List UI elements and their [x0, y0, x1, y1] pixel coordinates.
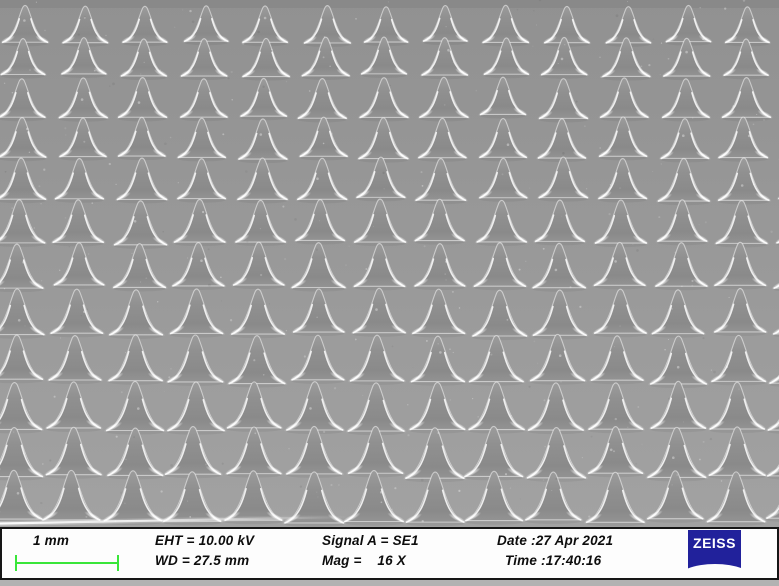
date-value: Date :27 Apr 2021 — [497, 533, 614, 548]
wd-value: WD = 27.5 mm — [155, 553, 250, 568]
sem-micrograph-image — [0, 0, 779, 527]
zeiss-logo-arc — [688, 564, 741, 576]
scale-bar-tick-left — [15, 555, 17, 571]
zeiss-logo: ZEISS — [688, 530, 741, 576]
scale-bar-label: 1 mm — [33, 533, 70, 548]
zeiss-logo-text: ZEISS — [693, 535, 736, 551]
eht-value: EHT = 10.00 kV — [155, 533, 255, 548]
mag-value: Mag = 16 X — [322, 553, 407, 568]
scale-bar-tick-right — [117, 555, 119, 571]
signal-value: Signal A = SE1 — [322, 533, 419, 548]
time-value: Time :17:40:16 — [505, 553, 602, 568]
bottom-strip — [0, 580, 779, 586]
databar: 1 mm EHT = 10.00 kV WD = 27.5 mm Signal … — [0, 527, 779, 580]
scale-bar — [15, 562, 119, 564]
